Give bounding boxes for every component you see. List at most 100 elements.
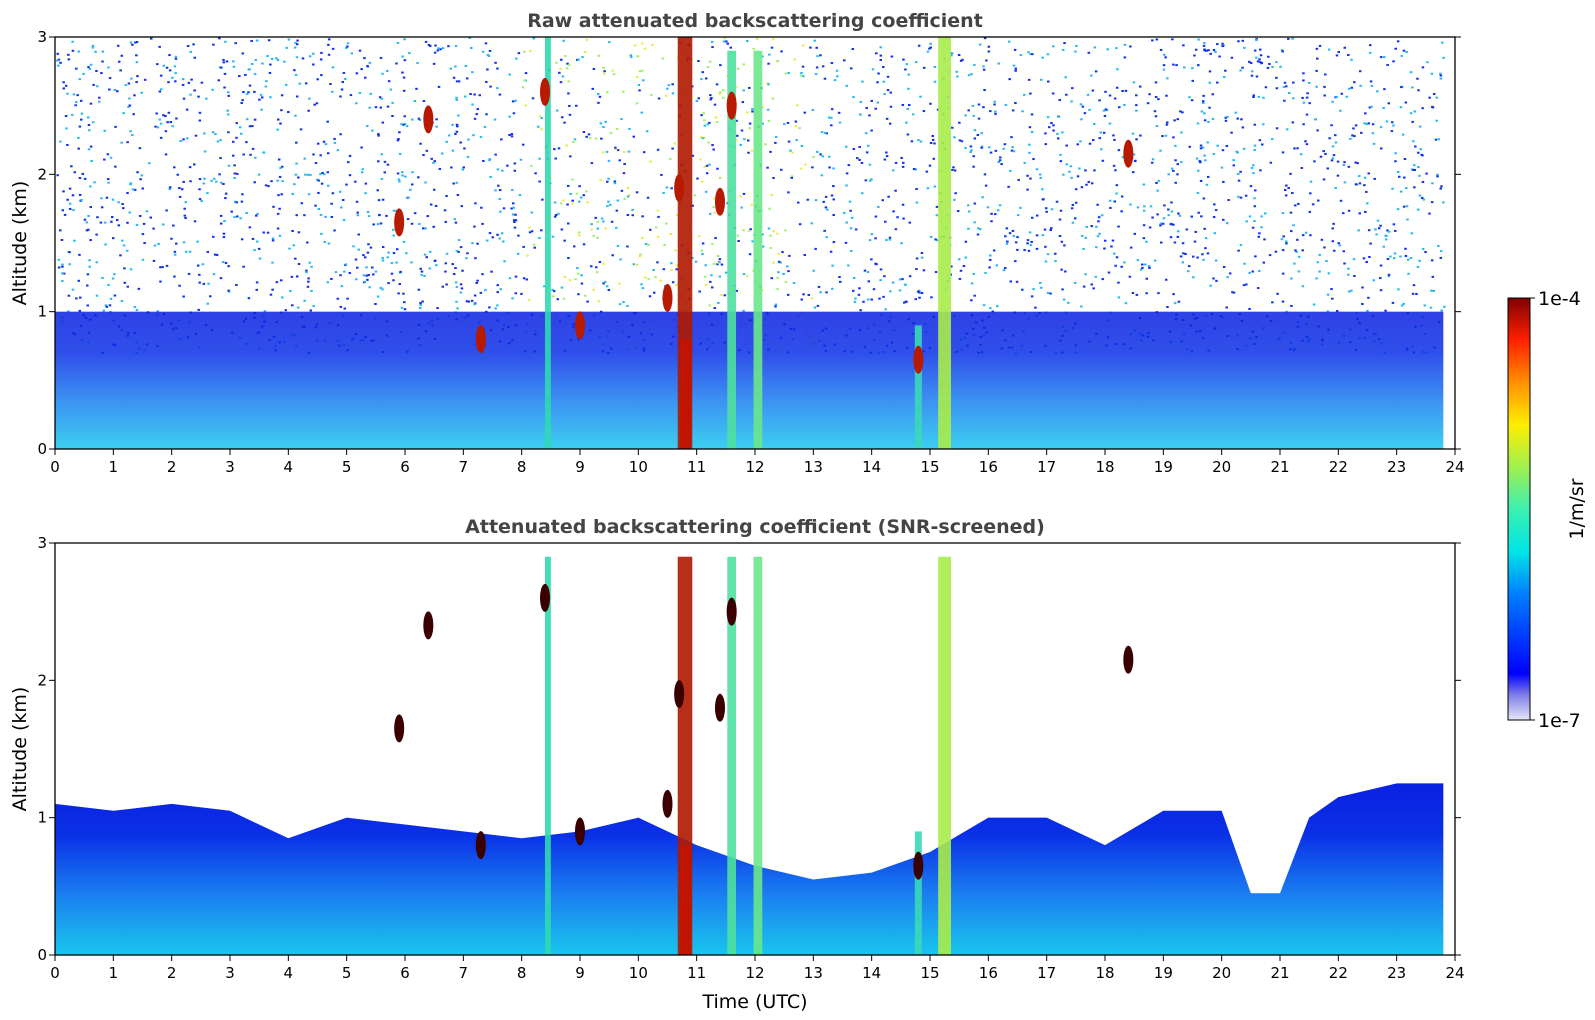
noise-speckle [1145,240,1148,243]
noise-speckle [618,303,622,306]
noise-speckle [472,134,475,137]
noise-speckle [976,133,980,136]
noise-speckle [102,309,106,312]
noise-speckle [113,88,117,91]
noise-speckle [641,287,645,290]
noise-speckle [211,131,215,134]
noise-speckle [471,71,474,74]
noise-speckle [976,233,980,236]
noise-speckle [271,288,274,291]
noise-speckle [1029,244,1033,247]
noise-speckle [498,189,502,192]
noise-speckle [1188,96,1191,99]
noise-speckle [1012,150,1016,153]
noise-speckle [922,110,926,113]
noise-speckle [724,271,728,274]
noise-speckle [470,46,473,49]
noise-speckle [413,212,417,215]
noise-speckle [638,89,641,92]
noise-speckle [563,121,566,124]
noise-speckle [1204,237,1208,240]
noise-speckle [512,112,516,115]
noise-speckle [1102,131,1106,134]
noise-speckle [1145,292,1148,295]
x-tick-label: 7 [459,964,469,982]
noise-speckle [850,216,854,219]
noise-speckle [312,153,315,156]
noise-speckle [1103,247,1106,250]
noise-speckle [582,243,586,246]
noise-speckle [122,207,125,210]
noise-speckle [1421,181,1425,184]
noise-speckle [671,83,674,86]
noise-speckle [567,256,570,259]
noise-speckle [600,217,604,220]
noise-speckle [1258,58,1261,61]
noise-speckle [1166,306,1169,309]
noise-speckle [570,202,574,205]
noise-speckle [421,300,424,303]
noise-speckle [334,271,338,274]
noise-speckle [264,85,268,88]
noise-speckle [127,82,131,85]
noise-speckle [397,138,400,141]
noise-speckle [67,294,71,297]
noise-speckle [73,171,77,174]
noise-speckle [870,298,873,301]
noise-speckle [86,284,89,287]
noise-speckle [571,178,574,181]
noise-speckle [319,173,322,176]
noise-speckle [126,221,129,224]
noise-speckle [743,138,746,141]
noise-speckle [1341,212,1345,215]
noise-speckle [326,184,330,187]
noise-speckle [1027,78,1031,81]
noise-speckle [1368,44,1372,47]
noise-speckle [258,257,262,260]
noise-speckle [585,135,588,138]
noise-speckle [1182,44,1185,47]
noise-speckle [1021,110,1024,113]
noise-speckle [844,145,848,148]
noise-speckle [1177,300,1181,303]
noise-speckle [866,271,870,274]
noise-speckle [964,147,967,150]
noise-speckle [997,62,1001,65]
noise-speckle [87,66,90,69]
noise-speckle [1232,164,1236,167]
noise-speckle [294,41,297,44]
noise-speckle [402,76,406,79]
noise-speckle [1019,206,1022,209]
noise-speckle [973,294,976,297]
noise-speckle [603,280,607,283]
noise-speckle [935,205,939,208]
noise-speckle [1232,291,1236,294]
noise-speckle [830,124,833,127]
noise-speckle [985,59,988,62]
noise-speckle [295,162,298,165]
noise-speckle [418,222,421,225]
noise-speckle [168,186,172,189]
noise-speckle [422,154,425,157]
noise-speckle [1315,57,1319,60]
noise-speckle [1387,275,1391,278]
noise-speckle [1110,245,1113,248]
x-tick-label: 9 [575,458,585,476]
noise-speckle [879,268,883,271]
noise-speckle [358,91,362,94]
noise-speckle [1174,159,1177,162]
noise-speckle [105,196,109,199]
noise-speckle [284,309,288,312]
noise-speckle [723,294,727,297]
noise-speckle [205,97,208,100]
noise-speckle [1312,303,1316,306]
noise-speckle [884,308,887,311]
noise-speckle [642,151,646,154]
noise-speckle [78,177,82,180]
noise-speckle [1061,48,1065,51]
noise-speckle [419,267,422,270]
noise-speckle [488,306,491,309]
noise-speckle [240,238,244,241]
noise-speckle [1154,81,1158,84]
noise-speckle [511,100,515,103]
